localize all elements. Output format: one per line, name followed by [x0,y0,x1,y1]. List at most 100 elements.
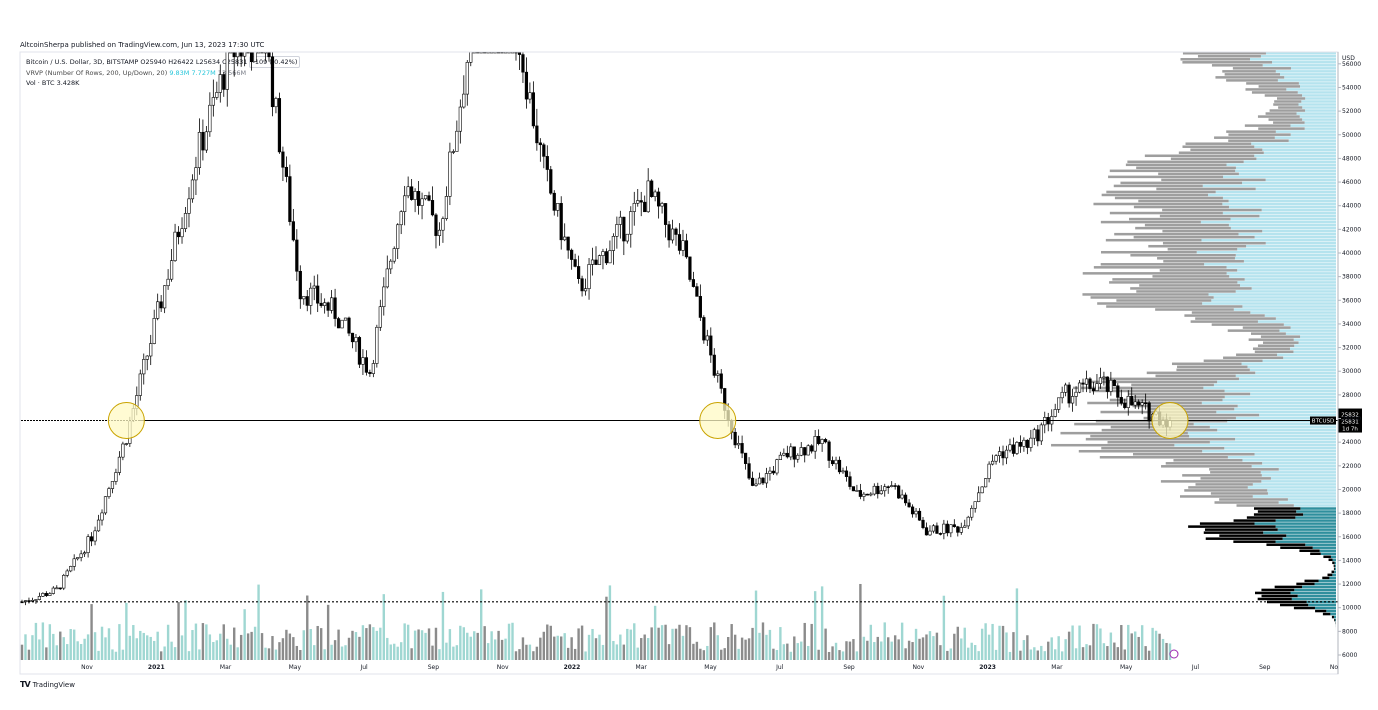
vp-down-bar [1226,79,1278,82]
candle-body [295,239,299,272]
candle-body [1144,402,1148,405]
y-tick-label: 8000 [1342,628,1357,635]
volume-bar [431,645,434,660]
volume-bar [497,630,500,660]
volume-bar [1043,651,1046,660]
vp-up-bar [1275,70,1336,73]
vp-up-bar [1312,546,1336,549]
vp-down-bar [1236,353,1278,357]
candle-body [1130,395,1134,406]
volume-bar [358,636,361,660]
volume-bar [866,640,869,660]
volume-bar [406,624,410,660]
volume-bar [573,648,577,660]
vp-down-bar [1139,284,1241,287]
volume-bar [306,595,309,660]
candle-body [883,486,887,492]
volume-bar [667,644,671,660]
volume-bar [79,643,83,660]
candle-body [389,260,393,270]
volume-bar [980,628,984,660]
vp-down-bar [1195,317,1276,320]
candle-body [86,536,90,553]
vp-up-bar [1230,217,1336,221]
candle-body [291,221,295,241]
vp-down-bar [1210,471,1261,474]
candle-body [159,301,163,309]
volume-bar [699,648,702,660]
candle-body [813,436,817,452]
vp-down-bar [1133,395,1225,399]
vp-up-bar [1254,235,1336,239]
vp-down-bar [1299,549,1320,552]
candle-body [298,270,302,300]
vp-up-bar [1227,456,1336,459]
vp-down-bar [1131,383,1214,387]
volume-bar [100,626,104,660]
vp-down-bar [1199,522,1255,525]
volume-bar [831,646,834,660]
volume-bar [413,630,417,660]
candle-body [441,218,445,231]
candle-body [851,486,856,492]
volume-bar [48,624,52,660]
candle-body [100,512,104,521]
vp-down-bar [1171,362,1242,366]
candle-body [1084,378,1089,385]
candle-body [455,130,459,152]
volume-bar [462,627,466,660]
vp-down-bar [1182,474,1262,477]
volume-bar [935,632,939,660]
candle-body [1036,429,1040,442]
candle-body [288,176,292,222]
candle-body [55,587,59,590]
volume-bar [121,649,125,660]
vp-down-bar [1327,573,1333,577]
vp-down-bar [1159,413,1260,417]
candle-body [163,285,167,309]
vp-up-bar [1275,317,1336,320]
volume-bar [960,638,963,660]
candle-body [535,125,539,144]
vp-down-bar [1170,157,1257,161]
vp-up-bar [1235,254,1336,257]
vp-down-bar [1113,184,1203,188]
vp-up-bar [1235,169,1336,173]
volume-bar [1029,649,1033,660]
volume-bar [173,647,177,660]
vp-up-bar [1264,314,1336,317]
volume-bar [660,625,664,660]
volume-bar [337,629,340,660]
vp-up-bar [1272,61,1336,64]
volume-bar [793,636,796,660]
candle-body [270,56,275,108]
volume-bar [706,645,709,660]
candle-body [872,485,876,495]
candle-body [823,439,828,443]
vp-down-bar [1293,606,1315,610]
candle-body [312,285,316,289]
volume-bar [194,623,198,660]
volume-bar [723,648,726,660]
volume-bar [740,637,744,660]
vp-down-bar [1228,133,1291,136]
volume-bar [69,629,72,660]
volume-bar [678,624,681,660]
x-tick-label: Nov [912,664,924,671]
vp-up-bar [1326,609,1336,613]
vp-down-bar [1109,281,1238,284]
volume-bar [1033,647,1036,660]
candle-body [201,131,205,151]
candle-body [761,477,765,484]
vp-up-bar [1254,522,1336,525]
volume-bar [114,651,118,660]
volume-bar [274,649,278,660]
candle-body [858,490,862,497]
volume-bar [1008,651,1012,660]
candle-body [194,167,198,181]
vp-up-bar [1216,410,1336,414]
volume-bar [525,644,528,660]
candle-body [1123,402,1127,408]
candle-body [1105,376,1109,392]
